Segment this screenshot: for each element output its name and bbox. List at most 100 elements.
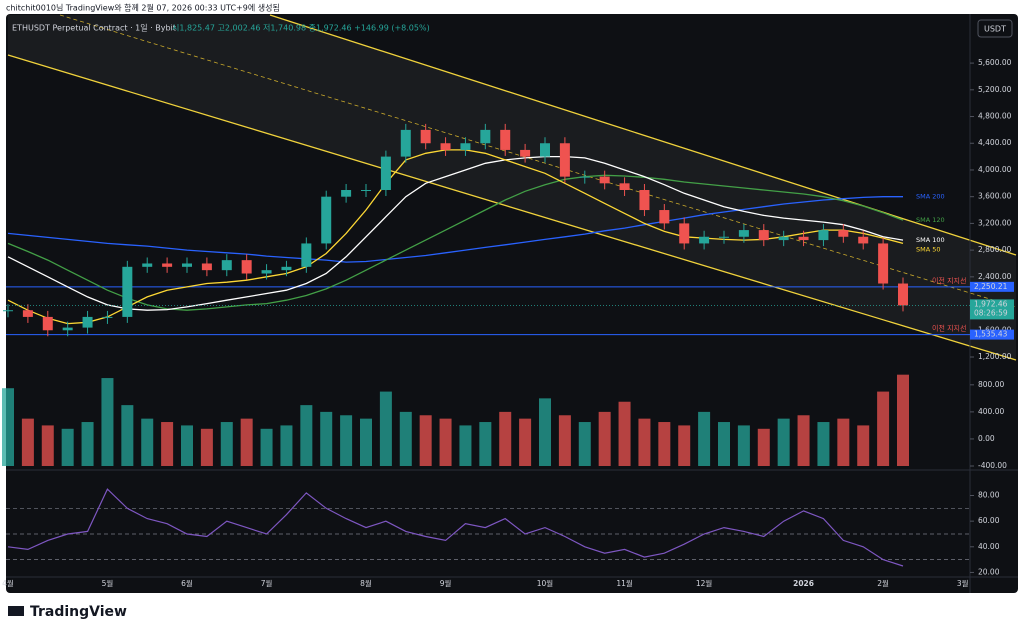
volume-bar xyxy=(379,391,392,466)
level-tag xyxy=(970,281,1014,292)
volume-bar xyxy=(897,374,909,466)
volume-bar xyxy=(857,425,870,466)
x-tick-label: 2026 xyxy=(793,579,814,588)
volume-bar xyxy=(81,422,94,466)
last-price-label: 1,972.46 xyxy=(974,299,1008,308)
candle-body xyxy=(540,143,550,157)
x-tick-label: 12월 xyxy=(696,578,713,588)
candle-body xyxy=(420,129,431,144)
volume-tick-label: 800.00 xyxy=(978,380,1004,389)
candle-body xyxy=(261,270,272,274)
candle-body xyxy=(480,129,491,144)
candle-body xyxy=(142,263,153,267)
candle-body xyxy=(3,310,13,312)
candle-body xyxy=(778,236,789,241)
candle-body xyxy=(341,190,352,197)
volume-bar xyxy=(161,422,174,466)
price-tick-label: 3,200.00 xyxy=(978,218,1012,227)
currency-button[interactable] xyxy=(977,19,1013,38)
volume-bar xyxy=(718,422,730,466)
candle-body xyxy=(22,310,33,317)
x-tick-label: 9월 xyxy=(440,578,452,588)
candle-body xyxy=(798,236,809,241)
volume-bar xyxy=(240,418,253,466)
volume-bar xyxy=(479,422,492,466)
volume-bar xyxy=(101,378,114,466)
level-label: 2,250.21 xyxy=(974,282,1008,291)
candle-body xyxy=(639,190,650,211)
sma-line xyxy=(7,155,904,311)
brand-name: TradingView xyxy=(30,604,127,620)
volume-bar xyxy=(439,418,452,466)
price-tick-label: 1,200.00 xyxy=(978,352,1012,361)
volume-bar xyxy=(618,401,631,466)
volume-bar xyxy=(300,405,313,466)
level-name: 이전 지지선 xyxy=(932,276,966,285)
candle-body xyxy=(579,176,590,178)
level-label: 1,535.43 xyxy=(974,330,1008,339)
volume-bar xyxy=(558,415,571,466)
price-tick-label: 4,400.00 xyxy=(978,138,1012,147)
sma-label: SMA 120 xyxy=(916,216,945,224)
volume-bar xyxy=(678,425,691,466)
volume-bar xyxy=(181,425,193,466)
x-tick-label: 7월 xyxy=(261,578,273,588)
candle-body xyxy=(858,236,869,244)
symbol-title: ETHUSDT Perpetual Contract · 1일 · Bybit xyxy=(12,24,176,33)
volume-bar xyxy=(419,415,432,466)
candle-body xyxy=(719,236,729,238)
candle-body xyxy=(42,316,53,331)
volume-bar xyxy=(220,422,233,466)
channel-lower xyxy=(7,54,1017,361)
volume-bar xyxy=(877,391,890,466)
x-tick-label: 5월 xyxy=(102,578,114,588)
sma-label: SMA 100 xyxy=(916,236,945,244)
volume-bar xyxy=(280,425,293,466)
candle-body xyxy=(400,129,411,157)
price-tick-label: 4,800.00 xyxy=(978,112,1012,121)
volume-tick-label: -400.00 xyxy=(978,461,1007,470)
sma-label: SMA 50 xyxy=(916,245,941,253)
volume-bar xyxy=(499,411,512,466)
candle-body xyxy=(361,190,371,192)
volume-bar xyxy=(777,418,790,466)
header-text: chitchit0010님 TradingView와 함께 2월 07, 202… xyxy=(6,3,280,13)
candle-body xyxy=(301,243,312,267)
price-tick-label: 2,400.00 xyxy=(978,272,1012,281)
volume-bar xyxy=(757,428,770,466)
candle-body xyxy=(281,266,292,271)
price-tick-label: 3,600.00 xyxy=(978,192,1012,201)
price-tick-label: 4,000.00 xyxy=(978,165,1012,174)
volume-bar xyxy=(340,415,353,466)
candle-body xyxy=(559,143,570,177)
candle-body xyxy=(460,143,471,150)
volume-bar xyxy=(638,418,651,466)
candle-body xyxy=(82,316,93,328)
x-tick-label: 10월 xyxy=(537,578,554,588)
candle-body xyxy=(838,230,849,237)
channel-mid xyxy=(59,14,1017,308)
level-name: 이전 지지선 xyxy=(932,324,966,333)
x-tick-label: 11월 xyxy=(616,578,633,588)
volume-bar xyxy=(399,411,412,466)
candle-body xyxy=(818,230,829,241)
candle-body xyxy=(62,327,73,331)
volume-bar xyxy=(698,411,711,466)
last-price-tag xyxy=(970,299,1014,320)
candle-body xyxy=(500,129,511,150)
volume-bar xyxy=(519,418,532,466)
candle-body xyxy=(738,230,749,237)
x-tick-label: 4월 xyxy=(2,578,14,588)
volume-bar xyxy=(539,398,551,466)
channel-fill xyxy=(8,15,1016,360)
volume-bar xyxy=(121,405,134,466)
candle-body xyxy=(758,230,769,241)
volume-bar xyxy=(200,428,213,466)
price-tick-label: 5,200.00 xyxy=(978,85,1012,94)
volume-bar xyxy=(141,418,154,466)
candle-body xyxy=(201,263,212,271)
sma-label: SMA 200 xyxy=(916,193,945,201)
ohlc-legend: 시1,825.47 고2,002.46 저1,740.98 종1,972.46 … xyxy=(172,24,430,33)
volume-bar xyxy=(737,425,750,466)
